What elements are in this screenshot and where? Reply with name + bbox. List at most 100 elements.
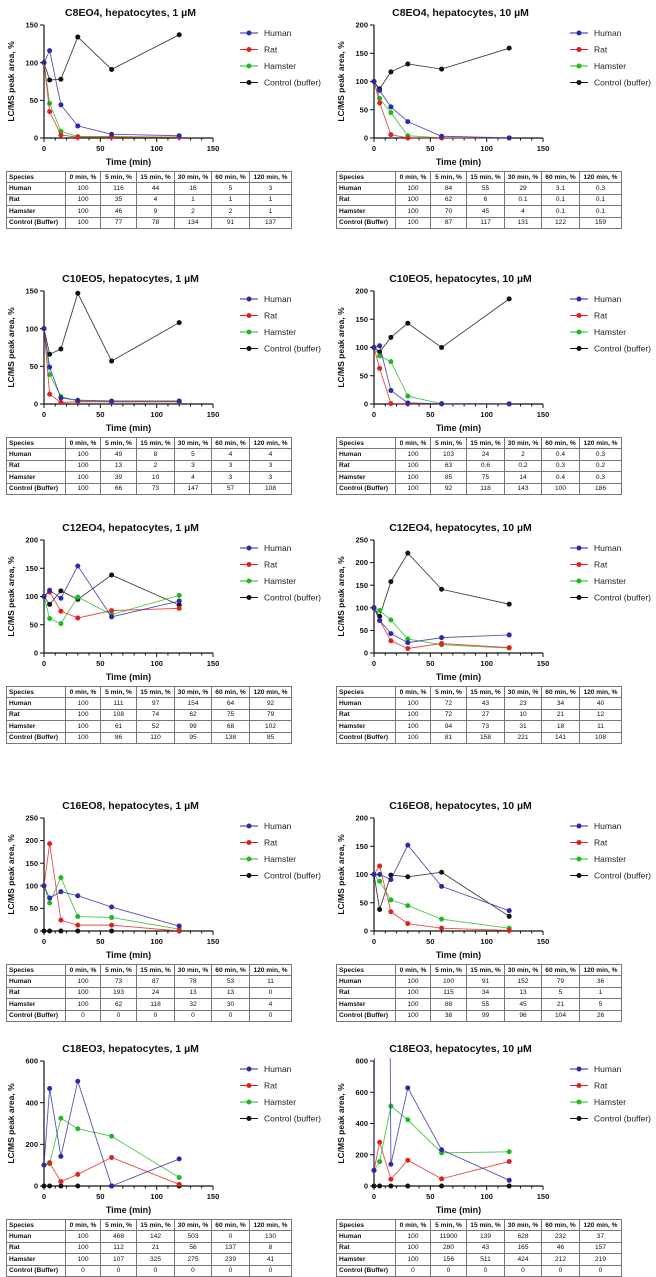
x-tick-label: 100 <box>150 1192 163 1201</box>
table-row: Rat 100 35 4 1 1 1 <box>6 193 292 207</box>
value-cell: 99 <box>466 1009 505 1022</box>
value-cell: 0 <box>65 1009 101 1022</box>
data-point-human <box>47 1086 53 1091</box>
data-point-rat <box>176 1181 182 1187</box>
data-point-control <box>405 61 411 67</box>
column-header: 15 min, % <box>466 436 505 450</box>
data-point-hamster <box>388 359 394 365</box>
value-cell: 0 <box>466 1264 505 1277</box>
column-header: 60 min, % <box>541 170 580 184</box>
x-tick-label: 150 <box>537 659 550 668</box>
species-cell: Rat <box>336 193 396 207</box>
data-point-human <box>75 563 81 569</box>
species-cell: Control (Buffer) <box>336 1009 396 1022</box>
value-cell: 219 <box>579 1253 622 1266</box>
series-line-hamster <box>373 347 510 405</box>
value-cell: 100 <box>65 482 101 495</box>
column-header: 0 min, % <box>395 436 431 450</box>
legend-marker <box>576 840 582 845</box>
x-axis-label: Time (min) <box>106 423 151 433</box>
plot-area <box>41 290 182 405</box>
value-cell: 100 <box>395 1241 431 1255</box>
legend-item: Control (buffer) <box>240 1114 321 1124</box>
value-cell: 31 <box>504 720 542 733</box>
x-tick-label: 100 <box>150 659 163 668</box>
data-point-hamster <box>47 616 53 622</box>
value-cell: 100 <box>395 975 431 988</box>
value-cell: 21 <box>541 708 580 722</box>
column-header: Species <box>6 170 66 184</box>
data-table: Species 0 min, % 5 min, % 15 min, % 30 min, … <box>6 170 292 229</box>
species-cell: Hamster <box>6 1253 66 1266</box>
y-tick-label: 50 <box>30 904 38 913</box>
value-cell: 0.3 <box>579 471 622 484</box>
data-point-human <box>75 893 81 899</box>
legend-marker <box>576 873 582 878</box>
value-cell: 0.4 <box>541 448 580 461</box>
species-cell: Human <box>6 182 66 195</box>
legend-label: Human <box>264 543 292 553</box>
data-point-rat <box>75 922 81 928</box>
column-header: Species <box>336 963 396 977</box>
value-cell: 53 <box>211 975 250 988</box>
legend-marker <box>246 346 252 351</box>
value-cell: 2 <box>211 205 250 218</box>
table-row: Human 100 11900 139 628 232 37 <box>336 1230 622 1243</box>
data-point-human <box>176 133 182 139</box>
data-point-hamster <box>58 621 64 627</box>
legend-item: Human <box>570 294 622 304</box>
chart-title: C10EO5, hepatocytes, 10 µM <box>389 273 532 285</box>
data-point-human <box>75 397 81 403</box>
value-cell: 142 <box>136 1230 175 1243</box>
value-cell: 239 <box>211 1253 250 1266</box>
value-cell: 75 <box>466 471 505 484</box>
legend-item: Rat <box>240 311 278 321</box>
value-cell: 0 <box>136 1264 175 1277</box>
value-cell: 108 <box>100 708 137 722</box>
data-point-hamster <box>439 916 445 922</box>
series-line-human <box>373 345 510 405</box>
value-cell: 92 <box>430 482 467 495</box>
legend-label: Rat <box>264 1081 278 1091</box>
value-cell: 5 <box>211 182 250 195</box>
x-tick-label: 100 <box>150 144 163 153</box>
legend-item: Human <box>240 543 292 553</box>
table-row: Control (Buffer) 100 38 99 96 104 26 <box>336 1009 622 1022</box>
value-cell: 511 <box>466 1253 505 1266</box>
value-cell: 68 <box>211 720 250 733</box>
plot-area <box>371 842 512 933</box>
y-tick-label: 200 <box>355 814 368 823</box>
data-point-control <box>109 928 115 934</box>
column-header: 0 min, % <box>65 1218 101 1232</box>
table-row: Control (Buffer) 100 92 118 143 100 186 <box>336 482 622 495</box>
table-row: Control (Buffer) 100 81 158 221 141 108 <box>336 731 622 744</box>
data-point-hamster <box>47 100 53 106</box>
species-cell: Hamster <box>6 998 66 1011</box>
value-cell: 165 <box>504 1241 542 1255</box>
value-cell: 110 <box>136 731 175 744</box>
species-cell: Rat <box>6 193 66 207</box>
value-cell: 8 <box>249 1241 292 1255</box>
data-point-rat <box>109 608 115 614</box>
value-cell: 43 <box>466 1241 505 1255</box>
legend-item: Hamster <box>240 854 296 864</box>
column-header: 60 min, % <box>541 1218 580 1232</box>
series-line-human <box>43 328 180 402</box>
value-cell: 40 <box>579 697 622 710</box>
value-cell: 1 <box>211 193 250 207</box>
species-cell: Control (Buffer) <box>336 1264 396 1277</box>
data-point-human <box>405 119 411 125</box>
value-cell: 0.2 <box>504 459 542 473</box>
series-line-hamster <box>43 62 180 138</box>
value-cell: 84 <box>430 182 467 195</box>
data-point-hamster <box>377 1159 383 1165</box>
value-cell: 100 <box>65 216 101 229</box>
table-row: Control (Buffer) 0 0 0 0 0 0 <box>6 1264 292 1277</box>
value-cell: 0 <box>249 986 292 1000</box>
legend-item: Hamster <box>240 61 296 71</box>
data-point-human <box>47 895 53 901</box>
plot-area <box>41 32 182 140</box>
legend-marker <box>576 562 582 567</box>
value-cell: 3.1 <box>541 182 580 195</box>
value-cell: 100 <box>65 986 101 1000</box>
